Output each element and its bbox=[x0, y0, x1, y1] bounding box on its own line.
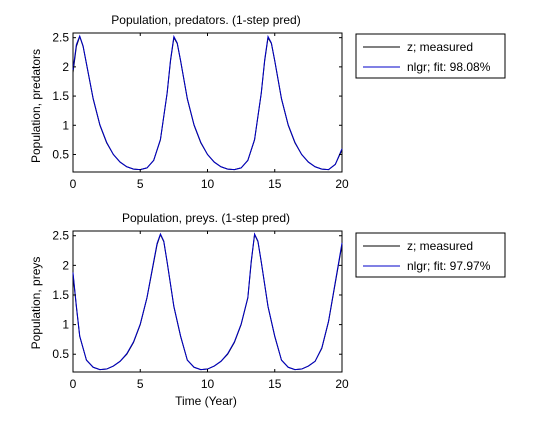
y-axis-label: Population, preys bbox=[29, 257, 43, 350]
plot-area bbox=[73, 231, 342, 372]
x-tick-label: 20 bbox=[335, 377, 349, 391]
x-tick-label: 20 bbox=[335, 177, 349, 191]
y-tick-label: 1.5 bbox=[52, 89, 69, 103]
y-tick-label: 1.5 bbox=[52, 288, 69, 302]
legend-label-measured: z; measured bbox=[407, 239, 473, 253]
x-tick-label: 5 bbox=[137, 177, 144, 191]
legend-label-measured: z; measured bbox=[407, 40, 473, 54]
plot-area bbox=[73, 33, 342, 172]
legend-label-model: nlgr; fit: 98.08% bbox=[407, 60, 491, 74]
x-tick-label: 10 bbox=[201, 377, 215, 391]
y-tick-label: 2 bbox=[62, 60, 69, 74]
x-tick-label: 0 bbox=[70, 177, 77, 191]
axes-box bbox=[73, 33, 342, 172]
legend: z; measured nlgr; fit: 98.08% bbox=[356, 34, 505, 78]
y-tick-label: 1 bbox=[62, 118, 69, 132]
y-tick-label: 0.5 bbox=[52, 147, 69, 161]
x-tick-label: 15 bbox=[268, 377, 282, 391]
x-tick-label: 10 bbox=[201, 177, 215, 191]
chart-title: Population, predators. (1-step pred) bbox=[111, 13, 300, 27]
chart-title: Population, preys. (1-step pred) bbox=[122, 211, 290, 225]
x-tick-label: 15 bbox=[268, 177, 282, 191]
y-tick-label: 2.5 bbox=[52, 229, 69, 243]
y-tick-label: 0.5 bbox=[52, 347, 69, 361]
y-tick-label: 2.5 bbox=[52, 31, 69, 45]
y-tick-label: 2 bbox=[62, 258, 69, 272]
legend-label-model: nlgr; fit: 97.97% bbox=[407, 259, 491, 273]
axes-box bbox=[73, 231, 342, 372]
x-tick-label: 5 bbox=[137, 377, 144, 391]
legend: z; measured nlgr; fit: 97.97% bbox=[356, 233, 505, 277]
y-tick-label: 1 bbox=[62, 318, 69, 332]
x-tick-label: 0 bbox=[70, 377, 77, 391]
x-axis-label: Time (Year) bbox=[175, 394, 237, 408]
y-axis-label: Population, predators bbox=[29, 49, 43, 163]
